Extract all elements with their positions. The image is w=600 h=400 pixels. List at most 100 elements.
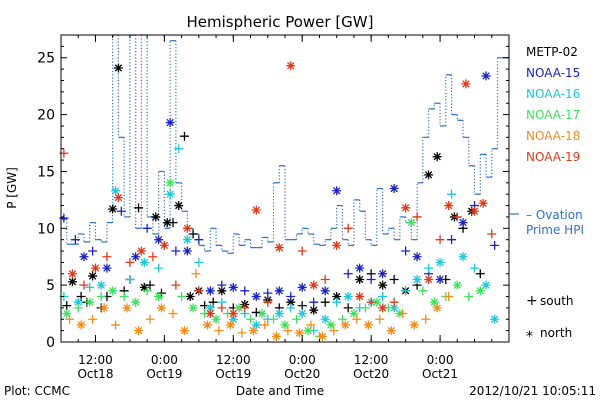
north-marker [274,309,284,319]
north-marker [134,326,144,336]
south-marker [194,286,204,296]
north-marker [452,280,462,290]
north-marker [363,320,373,330]
south-marker [447,235,457,245]
legend-entry-noaa-18: NOAA-18 [526,129,580,143]
south-marker [79,280,89,290]
x-tick-date-label: Oct19 [215,367,251,381]
south-marker [352,314,362,324]
north-marker [162,218,172,228]
north-marker [217,286,227,296]
legend-entry-noaa-16: NOAA-16 [526,87,580,101]
north-marker [99,303,109,313]
south-marker [246,314,256,324]
north-marker [481,280,491,290]
north-marker [205,286,215,296]
legend: METP-02 NOAA-15 NOAA-16 NOAA-17 NOAA-18 NOAA-… [526,45,580,164]
south-marker [142,223,152,233]
north-marker [470,206,480,216]
south-marker [435,235,445,245]
south-marker [125,274,135,284]
north-marker [257,309,267,319]
series-noaa-16 [59,144,500,336]
north-marker [111,186,121,196]
south-marker [96,292,106,302]
x-tick-time-label: 12:00 [78,353,113,367]
north-marker [378,303,388,313]
north-marker [85,297,95,307]
chart-title: Hemispheric Power [GW] [187,13,374,31]
north-marker [90,263,100,273]
x-tick-date-label: Oct20 [353,367,389,381]
north-marker [378,280,388,290]
north-marker [435,257,445,267]
south-marker [119,292,129,302]
north-marker [151,212,161,222]
north-marker [409,320,419,330]
north-marker [481,71,491,81]
north-marker [88,271,98,281]
south-marker [102,252,112,262]
south-marker [306,320,316,330]
y-tick-label: 25 [37,51,55,67]
south-marker [134,203,144,213]
north-marker [113,63,123,73]
south-marker [320,297,330,307]
x-axis-label: Date and Time [236,384,324,398]
north-marker [320,286,330,296]
north-marker [165,178,175,188]
marker-legend-symbol: + [526,293,538,309]
north-marker [185,292,195,302]
south-marker [240,286,250,296]
north-marker [179,326,189,336]
south-marker [343,223,353,233]
north-marker [165,189,175,199]
x-tick-date-label: Oct20 [284,367,320,381]
south-marker [366,297,376,307]
north-marker [251,320,261,330]
south-marker [418,286,428,296]
north-marker [320,314,330,324]
north-marker [444,201,454,211]
south-marker [389,274,399,284]
north-marker [182,223,192,233]
south-marker [283,326,293,336]
north-marker [297,309,307,319]
north-marker [159,240,169,250]
series-noaa-18 [65,269,454,341]
south-marker [291,314,301,324]
south-marker [179,131,189,141]
north-marker [122,303,132,313]
north-marker [317,331,327,341]
footer-timestamp: 2012/10/21 10:05:11 [469,384,596,398]
north-marker [355,274,365,284]
marker-legend-symbol: * [526,329,533,345]
south-marker [116,206,126,216]
x-tick-time-label: 0:00 [427,353,454,367]
x-tick-date-label: Oct18 [77,367,113,381]
x-axis: 12:00Oct180:00Oct1912:00Oct190:00Oct2012… [60,35,510,381]
y-tick-label: 0 [46,335,55,351]
south-marker [168,309,178,319]
south-marker [297,246,307,256]
north-marker [205,309,215,319]
north-marker [274,243,284,253]
south-marker [309,297,319,307]
north-marker [286,297,296,307]
marker-legend-label: south [540,294,574,308]
north-marker [286,61,296,71]
north-marker [340,320,350,330]
south-marker [343,303,353,313]
north-marker [475,286,485,296]
north-marker [294,328,304,338]
south-marker [452,212,462,222]
north-marker [355,263,365,273]
north-marker [401,203,411,213]
north-marker [174,201,184,211]
north-marker [326,320,336,330]
north-marker [228,309,238,319]
north-marker [490,314,500,324]
legend-entry-noaa-17: NOAA-17 [526,108,580,122]
north-marker [202,320,212,330]
